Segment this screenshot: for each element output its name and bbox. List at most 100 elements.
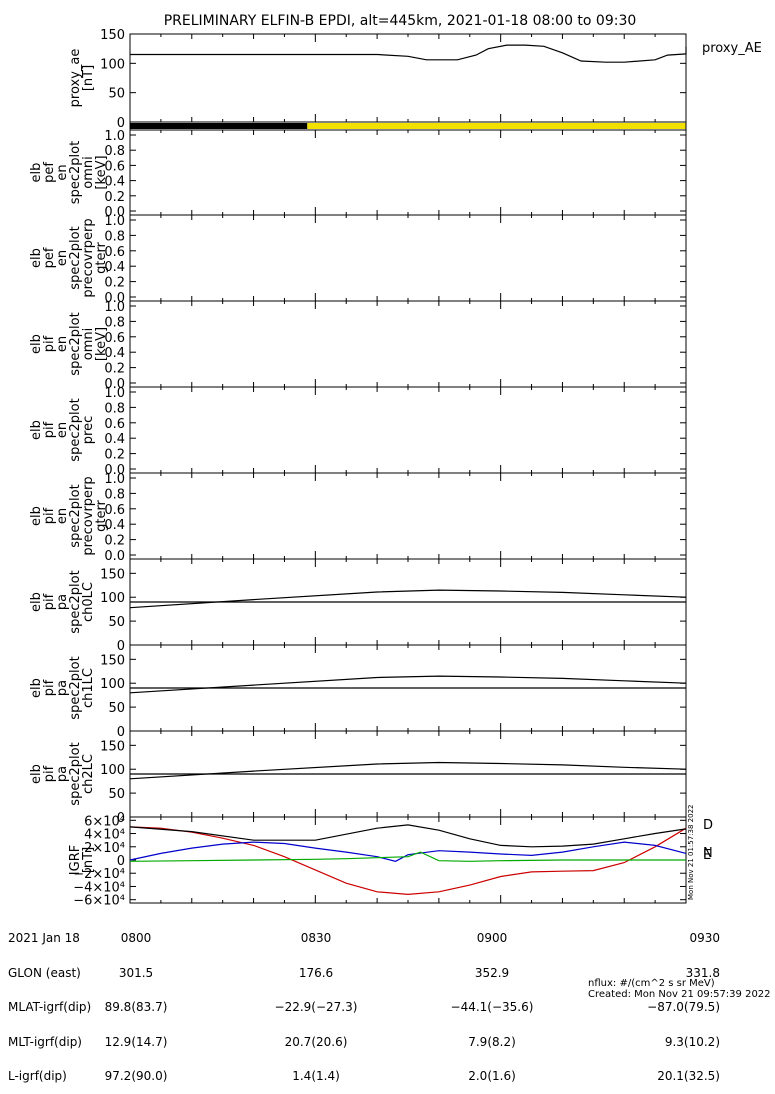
y-axis-label: en [55,164,70,180]
series-line [130,44,687,63]
y-axis-label: [nT] [81,65,96,91]
y-tick-label: −6×10⁴ [73,894,125,909]
footer-value: −87.0(79.5) [647,1000,720,1014]
y-axis-label: en [55,250,70,266]
y-tick-label: 0.6 [104,417,125,432]
footer-col-0800: 0800 301.5 89.8(83.7) 12.9(14.7) 97.2(90… [96,910,176,1094]
legend-igrf-d: D [703,818,713,833]
y-axis-label: spec2plot [68,398,83,461]
y-tick-label: 0.8 [104,315,125,330]
y-axis-label: pif [42,507,57,524]
footer-value: 2.0(1.6) [468,1069,516,1083]
series-line-n [129,841,687,862]
y-axis-label: spec2plot [68,312,83,375]
footer-value: 12.9(14.7) [104,1034,168,1049]
series-line-e [129,851,686,862]
y-tick-label: 1.0 [104,300,125,315]
footer-value: 0900 [476,931,508,945]
y-tick-label: 50 [108,701,125,716]
y-tick-label: 0 [117,725,125,740]
footer-row-label: GLON (east) [8,965,81,980]
y-axis-label: pif [42,679,57,696]
y-tick-label: −4×10⁴ [73,880,125,895]
footer-value: 0800 [120,931,152,945]
series-line-f [129,824,687,848]
y-axis-label: precovrperp [81,476,96,555]
y-tick-label: 150 [100,739,125,754]
y-tick-label: 100 [100,763,125,778]
y-axis-label: elb [29,163,44,183]
y-tick-label: 100 [100,677,125,692]
y-tick-label: 0.6 [104,159,125,174]
y-tick-label: 0.6 [104,245,125,260]
y-tick-label: 50 [108,615,125,630]
y-axis-label: IGRF [68,845,83,875]
nflux-note: nflux: #/(cm^2 s sr MeV) [588,978,715,989]
y-axis-label: spec2plot [68,570,83,633]
y-tick-label: 0.4 [104,175,125,190]
y-tick-label: 0.2 [104,448,125,463]
y-tick-label: 1.0 [104,386,125,401]
y-tick-label: 0 [117,811,125,826]
footer-col-0830: 0830 176.6 −22.9(−27.3) 20.7(20.6) 1.4(1… [261,910,371,1094]
footer-col-0900: 0900 352.9 −44.1(−35.6) 7.9(8.2) 2.0(1.6… [437,910,547,1094]
y-tick-label: 4×10⁴ [84,828,125,843]
series-line [129,761,687,780]
y-axis-label: omni [81,156,96,188]
footer-row-label: MLAT-igrf(dip) [8,1000,92,1014]
figure-title: PRELIMINARY ELFIN-B EPDI, alt=445km, 202… [164,13,637,29]
footer-value: 0930 [689,931,720,945]
y-axis-label: pif [42,765,57,782]
panel-frame [129,214,687,302]
y-axis-label: pa [55,680,70,696]
y-tick-label: 0.2 [104,276,125,291]
footer-row-label: L-igrf(dip) [8,1069,67,1083]
y-tick-label: 1.0 [104,472,125,487]
footer-labels: 2021 Jan 18 GLON (east) MLAT-igrf(dip) M… [8,910,91,1094]
series-line [129,589,687,609]
y-axis-label: pa [55,594,70,610]
y-tick-label: 150 [100,28,125,43]
y-tick-label: 0.0 [104,463,125,478]
y-tick-label: 50 [108,87,125,102]
footer-row-label: 2021 Jan 18 [8,931,80,945]
y-tick-label: 0.2 [104,190,125,205]
y-tick-label: 0.6 [104,331,125,346]
panel-frame [129,33,687,123]
y-tick-label: 0.6 [104,503,125,518]
y-axis-label: pif [42,335,57,352]
y-axis-label: spec2plot [68,742,83,805]
y-tick-label: 0.4 [104,346,125,361]
status-bar-segment [130,123,308,129]
y-axis-label: spec2plot [68,141,83,204]
footer-value: 97.2(90.0) [104,1069,168,1083]
y-axis-label: pa [55,766,70,782]
created-note: Created: Mon Nov 21 09:57:39 2022 [588,989,771,1000]
y-tick-label: 1.0 [104,129,125,144]
series-line-d [129,826,687,896]
footer-value: 20.7(20.6) [284,1034,348,1049]
y-axis-label: pif [42,593,57,610]
y-axis-label: spec2plot [68,226,83,289]
y-tick-label: 0.2 [104,362,125,377]
y-tick-label: 2×10⁴ [84,841,125,856]
y-tick-label: 0.4 [104,260,125,275]
y-tick-label: 0.0 [104,291,125,306]
y-axis-label: gterr [94,499,109,531]
figure: PRELIMINARY ELFIN-B EPDI, alt=445km, 202… [29,13,762,909]
y-tick-label: 0.0 [104,205,125,220]
y-tick-label: 0.0 [104,377,125,392]
y-axis-label: [nT] [81,847,96,873]
panel-frame [129,300,687,388]
series-line [129,675,687,694]
status-bar-segment [307,123,686,129]
y-tick-label: 0.8 [104,487,125,502]
igrf-side-timestamp: Mon Nov 21 01:57:38 2022 [687,805,695,900]
footer-col-0930: 0930 331.8 −87.0(79.5) 9.3(10.2) 20.1(32… [610,910,720,1094]
panel-frame [129,472,687,560]
y-axis-label: [keV] [94,155,109,189]
footer-row-label: MLT-igrf(dip) [8,1034,82,1049]
panels: 150100500proxy_ae[nT]1.00.80.60.40.20.0e… [29,28,762,909]
y-tick-label: 0.2 [104,534,125,549]
y-axis-label: ch2LC [81,754,96,794]
